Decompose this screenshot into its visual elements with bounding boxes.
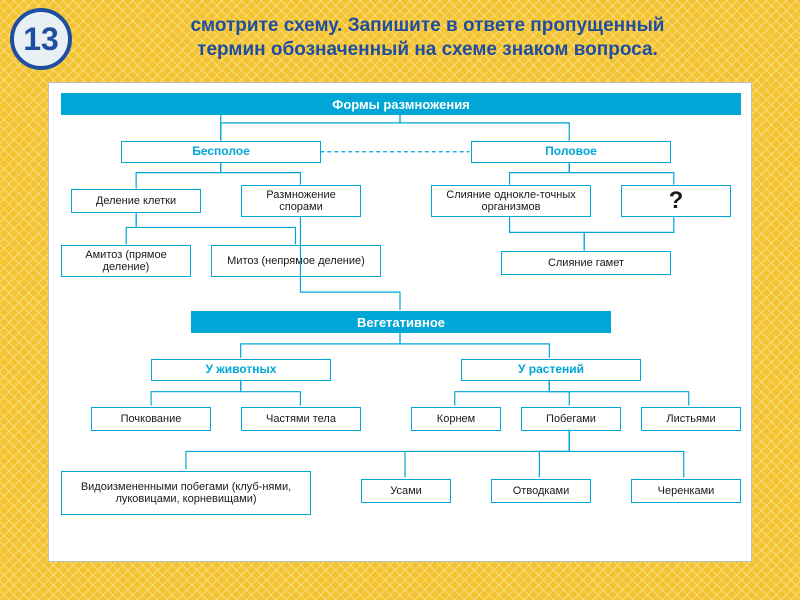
- label: Половое: [545, 145, 597, 158]
- node-gamete: Слияние гамет: [501, 251, 671, 275]
- badge-number: 13: [23, 21, 59, 58]
- node-plants: У растений: [461, 359, 641, 381]
- label: Видоизмененными побегами (клуб-нями, лук…: [66, 481, 306, 505]
- node-shoots: Побегами: [521, 407, 621, 431]
- node-merge-uni: Слияние однокле-точных организмов: [431, 185, 591, 217]
- label: Черенками: [658, 485, 715, 497]
- label: Почкование: [121, 413, 182, 425]
- node-bodyparts: Частями тела: [241, 407, 361, 431]
- label: У животных: [206, 363, 277, 376]
- label: Бесполое: [192, 145, 250, 158]
- root-bar: Формы размножения: [61, 93, 741, 115]
- node-root: Корнем: [411, 407, 501, 431]
- label: Амитоз (прямое деление): [66, 249, 186, 273]
- node-layering: Отводками: [491, 479, 591, 503]
- label: Частями тела: [266, 413, 336, 425]
- question-number-badge: 13: [10, 8, 72, 70]
- node-runners: Усами: [361, 479, 451, 503]
- label: Митоз (непрямое деление): [227, 255, 365, 267]
- node-spore: Размножение спорами: [241, 185, 361, 217]
- label: Размножение спорами: [246, 189, 356, 213]
- label: Деление клетки: [96, 195, 176, 207]
- label: Отводками: [513, 485, 570, 497]
- label: У растений: [518, 363, 584, 376]
- node-asexual: Бесполое: [121, 141, 321, 163]
- node-amitosis: Амитоз (прямое деление): [61, 245, 191, 277]
- label: Корнем: [437, 413, 475, 425]
- node-mitosis: Митоз (непрямое деление): [211, 245, 381, 277]
- node-cell-division: Деление клетки: [71, 189, 201, 213]
- instruction-title: смотрите схему. Запишите в ответе пропущ…: [75, 14, 780, 62]
- node-sexual: Половое: [471, 141, 671, 163]
- root-label: Формы размножения: [332, 97, 470, 112]
- title-line2: термин обозначенный на схеме знаком вопр…: [197, 39, 658, 60]
- label: Слияние однокле-точных организмов: [436, 189, 586, 213]
- label: Листьями: [666, 413, 715, 425]
- node-unknown: ?: [621, 185, 731, 217]
- diagram: Формы размножения Бесполое Половое Делен…: [61, 93, 739, 551]
- label: ?: [669, 188, 684, 214]
- label: Слияние гамет: [548, 257, 624, 269]
- vegetative-bar: Вегетативное: [191, 311, 611, 333]
- label: Побегами: [546, 413, 596, 425]
- node-modified: Видоизмененными побегами (клуб-нями, лук…: [61, 471, 311, 515]
- label: Вегетативное: [357, 315, 445, 330]
- title-line1: смотрите схему. Запишите в ответе пропущ…: [190, 15, 664, 36]
- node-leaves: Листьями: [641, 407, 741, 431]
- node-budding: Почкование: [91, 407, 211, 431]
- node-animals: У животных: [151, 359, 331, 381]
- diagram-panel: Формы размножения Бесполое Половое Делен…: [48, 82, 752, 562]
- node-cuttings: Черенками: [631, 479, 741, 503]
- label: Усами: [390, 485, 422, 497]
